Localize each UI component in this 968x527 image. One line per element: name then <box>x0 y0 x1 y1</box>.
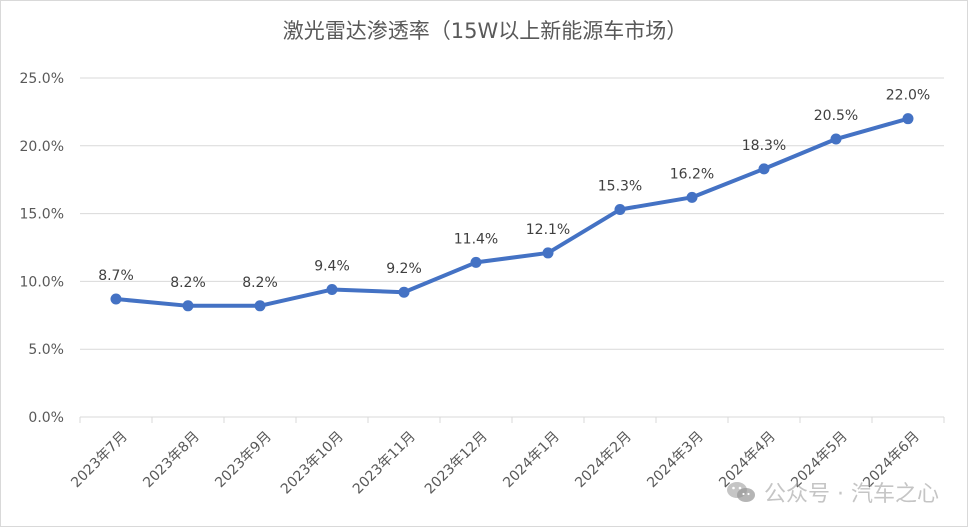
x-tick-label: 2023年11月 <box>350 429 419 498</box>
data-point <box>542 247 554 259</box>
y-tick-label: 5.0% <box>28 342 64 358</box>
data-point <box>686 191 698 203</box>
data-point <box>470 256 482 268</box>
watermark-text: 公众号 · 汽车之心 <box>764 482 939 507</box>
data-label: 20.5% <box>814 108 858 124</box>
data-point <box>326 284 338 296</box>
chart-title: 激光雷达渗透率（15W以上新能源车市场） <box>282 19 688 43</box>
data-point <box>902 113 914 125</box>
data-label: 11.4% <box>454 231 498 247</box>
y-tick-label: 20.0% <box>20 139 64 155</box>
data-label: 9.4% <box>314 259 350 275</box>
data-label: 8.2% <box>170 275 206 291</box>
x-tick-label: 2023年10月 <box>278 429 347 498</box>
data-label: 15.3% <box>598 179 642 195</box>
data-label: 22.0% <box>886 88 930 104</box>
x-tick-label: 2024年3月 <box>644 429 707 492</box>
data-point <box>830 133 842 145</box>
data-point <box>110 293 122 305</box>
data-label: 12.1% <box>526 222 570 238</box>
data-point <box>614 204 626 216</box>
data-label: 9.2% <box>386 261 422 277</box>
y-tick-label: 25.0% <box>20 71 64 87</box>
data-label: 8.7% <box>98 268 134 284</box>
data-point <box>254 300 266 312</box>
y-tick-label: 15.0% <box>20 207 64 223</box>
y-tick-label: 0.0% <box>28 410 64 426</box>
data-point <box>398 286 410 298</box>
x-tick-label: 2023年9月 <box>212 429 275 492</box>
data-label: 8.2% <box>242 275 278 291</box>
wechat-icon <box>727 482 756 502</box>
data-point <box>758 163 770 175</box>
x-tick-label: 2024年2月 <box>572 429 635 492</box>
data-label: 18.3% <box>742 138 786 154</box>
watermark: 公众号 · 汽车之心 <box>726 476 939 508</box>
x-tick-label: 2024年1月 <box>500 429 563 492</box>
x-tick-label: 2023年8月 <box>140 429 203 492</box>
data-label: 16.2% <box>670 166 714 182</box>
y-tick-label: 10.0% <box>20 274 64 290</box>
x-tick-label: 2023年12月 <box>422 429 491 498</box>
data-point <box>182 300 194 312</box>
x-tick-label: 2023年7月 <box>68 429 131 492</box>
series-line <box>114 116 910 308</box>
